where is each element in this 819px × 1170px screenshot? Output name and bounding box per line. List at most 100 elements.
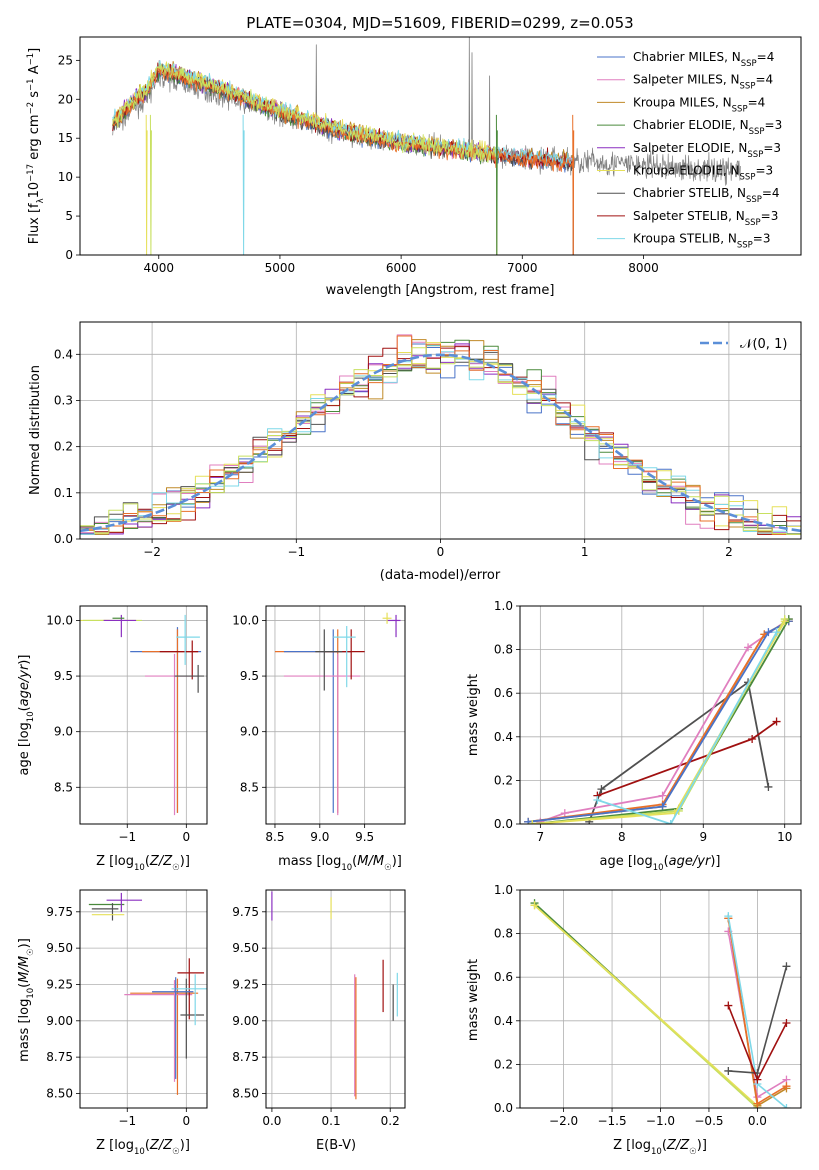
y-tick-label: 9.50 [232,941,259,955]
y-tick-label: 0.4 [494,1014,513,1028]
y-tick-label: 10.0 [46,613,73,627]
legend-entry: Salpeter ELODIE, NSSP=3 [633,141,781,160]
axes-mass_vs_ebv: 0.0 0.1 0.2 8.50 8.75 9.00 9.25 9.50 9.75 E(B-V) [232,889,406,1153]
histogram-orange [80,335,801,535]
y-tick-label: 0.8 [494,927,513,941]
x-tick-label: −2 [143,545,161,559]
axes-spectrum: 4000 5000 6000 7000 8000 0 5 10 15 20 25 wavelength… [26,36,802,298]
x-tick-label: 5000 [265,261,296,275]
y-tick-label: 15 [58,131,73,145]
x-tick-label: 0.2 [381,1114,400,1128]
y-tick-label: 0.1 [54,486,73,500]
data-point-marker [753,1099,762,1108]
x-tick-label: −1.5 [597,1114,626,1128]
y-tick-label: 0.4 [54,347,73,361]
data-point-marker [772,628,781,637]
y-tick-label: 0.3 [54,393,73,407]
y-tick-label: 8.75 [46,1050,73,1064]
x-tick-label: 4000 [143,261,174,275]
plot-area-age_vs_Z [80,614,205,816]
y-axis-label: mass weight [466,674,481,756]
weight-age-series-kroupa_stelib [597,631,778,824]
emission-line [468,37,471,151]
absorption-line [495,114,498,255]
legend-entry: Salpeter STELIB, NSSP=3 [633,209,778,228]
absorption-line [242,114,245,255]
data-point-marker [658,791,667,800]
model-spectrum-orange [112,65,574,172]
y-tick-label: 8.5 [54,780,73,794]
y-tick-label: 8.75 [232,1050,259,1064]
y-tick-label: 0.8 [494,643,513,657]
y-axis-label: age [log10(age/yr)] [17,655,36,776]
x-tick-label: 8 [618,830,626,844]
y-tick-label: 9.25 [232,977,259,991]
weight-age-series-kroupa_elodie [532,620,786,824]
axes-frame [265,605,406,825]
data-point-marker [782,1104,791,1108]
y-tick-label: 0.2 [494,773,513,787]
figure-title: PLATE=0304, MJD=51609, FIBERID=0299, z=0… [246,14,633,32]
data-point-marker [724,1001,733,1010]
legend-entry: Kroupa STELIB, NSSP=3 [633,232,771,251]
model-spectrum-lime [112,62,497,163]
x-tick-label: −0.5 [694,1114,723,1128]
x-tick-label: 0 [183,830,191,844]
data-point-marker [530,901,539,910]
legend-entry: Salpeter MILES, NSSP=4 [633,73,773,92]
x-axis-label: mass [log10(M/M☉)] [278,854,402,873]
weight-Z-series-kroupa_elodie [533,904,758,1107]
absorption-line [149,114,152,255]
legend-entry: Chabrier ELODIE, NSSP=3 [633,118,782,137]
plot-area-spectrum [112,37,741,255]
x-tick-label: 7 [537,830,545,844]
y-tick-label: 1.0 [494,599,513,613]
x-tick-label: −1 [287,545,305,559]
x-tick-label: 9.0 [310,830,329,844]
data-point-marker [764,782,773,791]
weight-age-series-salpeter_stelib [597,720,778,797]
y-tick-label: 10.0 [232,613,259,627]
legend-entry: Chabrier STELIB, NSSP=4 [633,186,780,205]
data-point-marker [536,817,545,824]
y-tick-label: 0.4 [494,730,513,744]
y-tick-label: 0.0 [494,1101,513,1115]
x-tick-label: 7000 [507,261,538,275]
y-tick-label: 20 [58,92,73,106]
y-axis-label: mass weight [466,959,481,1041]
axes-mass_vs_Z: −1 0 8.50 8.75 9.00 9.25 9.50 9.75 Z [log10(Z/Z☉… [17,889,208,1157]
data-point-marker [748,734,757,743]
y-tick-label: 9.25 [46,977,73,991]
x-axis-label: (data-model)/error [380,568,501,583]
axes-age_vs_mass: 8.5 9.0 9.5 8.5 9.0 9.5 10.0 mass [log10(M/M☉)] [232,605,406,873]
x-axis-label: age [log10(age/yr)] [600,854,721,873]
x-axis-label: wavelength [Angstrom, rest frame] [326,283,555,298]
axes-frame [79,36,802,256]
x-axis-label: Z [log10(Z/Z☉)] [96,854,190,873]
y-tick-label: 9.50 [46,941,73,955]
data-point-marker [780,617,789,626]
data-point-marker [772,717,781,726]
legend-entry: Kroupa ELODIE, NSSP=3 [633,164,773,183]
data-point-marker [524,817,533,824]
emission-line [315,44,318,127]
data-point-marker [744,643,753,652]
x-tick-label: 1 [581,545,589,559]
axes-age_vs_Z: −1 0 8.5 9.0 9.5 10.0 Z [log10(Z/Z☉)] age [log1… [17,605,208,873]
x-tick-label: −1.0 [646,1114,675,1128]
plot-area-age_vs_mass [274,612,401,816]
legend-entry: Chabrier MILES, NSSP=4 [633,50,774,69]
plot-area-weight_vs_Z [530,899,791,1108]
y-tick-label: 0.0 [54,532,73,546]
y-tick-label: 0.6 [494,970,513,984]
x-tick-label: 0 [437,545,445,559]
y-axis-label: Flux [fλ10−17 erg cm−2 s−1 A−1] [26,48,46,244]
y-tick-label: 0.2 [494,1057,513,1071]
legend-entry: 𝒩(0, 1) [740,337,787,352]
y-tick-label: 9.5 [54,669,73,683]
x-axis-label: mass [log10(M/M☉)] [17,938,36,1062]
emission-line [488,75,491,154]
x-tick-label: 6000 [386,261,417,275]
x-tick-label: 0.1 [322,1114,341,1128]
x-tick-label: 10 [777,830,792,844]
